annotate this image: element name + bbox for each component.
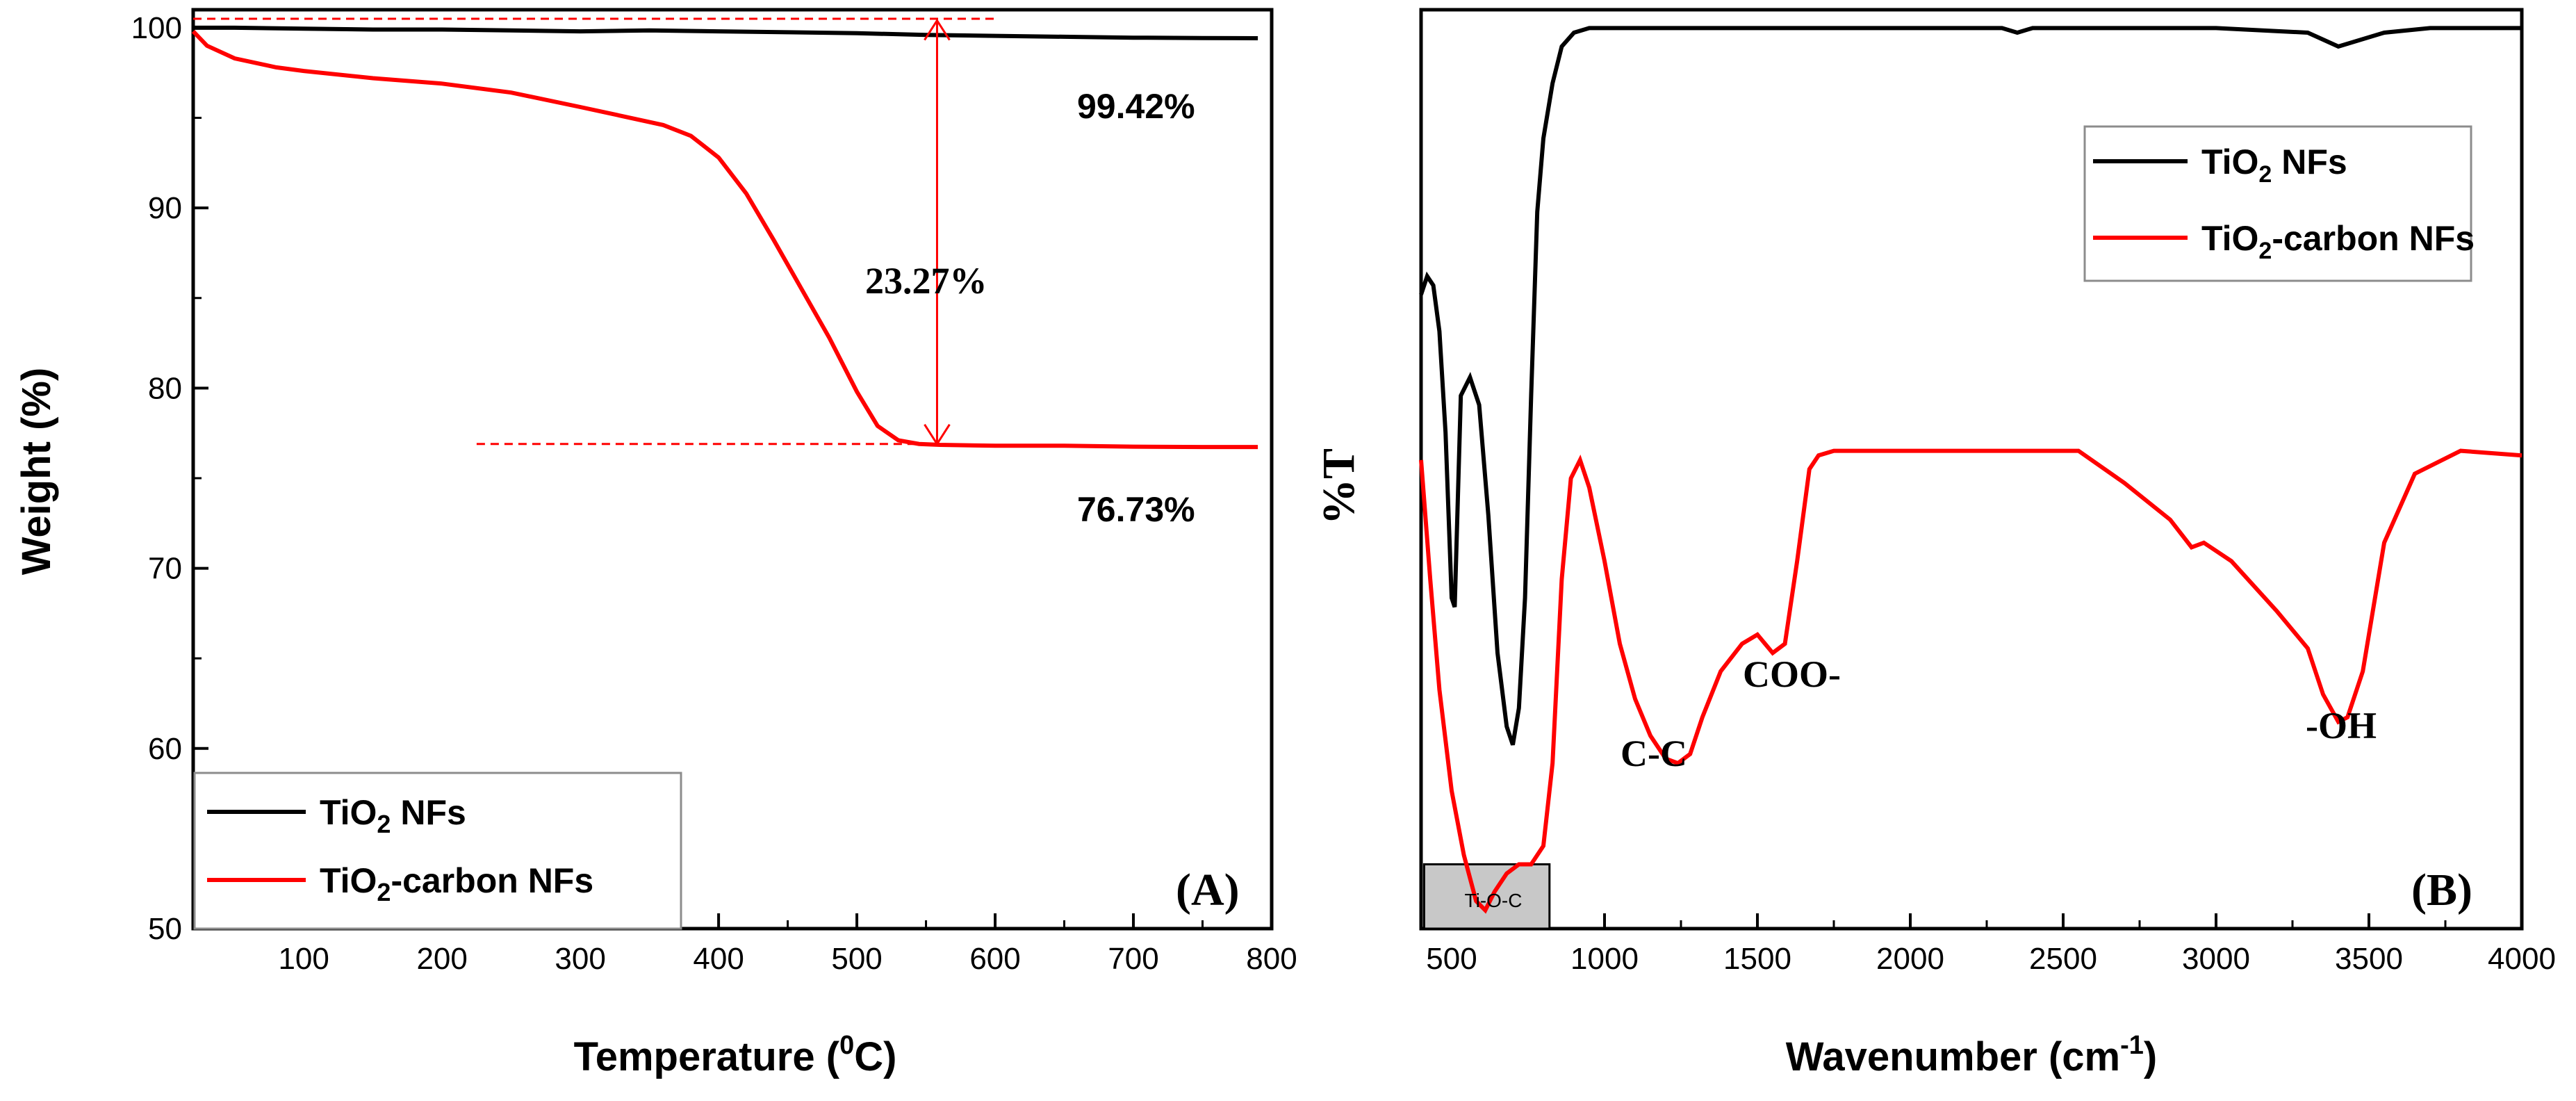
panel-b-legend-tio2: TiO2 NFs [2201,142,2347,188]
panel-a-xtick-label: 100 [278,942,329,976]
panel-a-xtick-label: 400 [693,942,744,976]
panel-a-series-tio2 [193,25,1258,40]
panel-a-ytick-label: 70 [148,552,182,586]
panel-b-xtick-label: 500 [1426,942,1477,976]
panel-a-xtick-label: 700 [1108,942,1158,976]
panel-a-ticks: 100 200 300 400 500 600 700 800 50 60 70 80 90 100 [131,11,1297,976]
panel-b-xtick-label: 3000 [2182,942,2250,976]
panel-b-legend-box [2083,125,2472,282]
panel-b-ti-o-c-box [1422,863,1551,930]
panel-a-ytick-label: 50 [148,912,182,946]
panel-a-annotation-top: 99.42% [1077,87,1195,126]
panel-a-xtick-label: 800 [1246,942,1297,976]
panel-a-ytick-label: 100 [131,11,182,45]
panel-a-annotation-bottom: 76.73% [1077,490,1195,529]
panel-b-xlabel: Wavenumber (cm-1) [1786,1031,2157,1079]
panel-a-legend-carbon: TiO2-carbon NFs [320,861,593,906]
panel-a-loss-arrow [924,18,951,446]
panel-a-ylabel: Weight (%) [14,368,59,576]
panel-b-series-tio2 [1419,26,2522,746]
panel-b-xtick-label: 4000 [2488,942,2556,976]
panel-a-series-carbon [191,30,1258,450]
panel-b-annotation-cc: C-C [1621,733,1687,774]
panel-a-xlabel: Temperature (0C) [574,1031,897,1079]
panel-a-ytick-label: 60 [148,732,182,766]
panel-b-ylabel: %T [1313,448,1364,525]
panel-b-xtick-label: 1000 [1570,942,1639,976]
panel-b-xtick-label: 2500 [2029,942,2097,976]
panel-a-annotation-loss: 23.27% [865,260,987,302]
panel-b-label: (B) [2411,865,2472,915]
panel-a-arrow-head-top [924,18,951,41]
panel-a-label: (A) [1176,865,1240,915]
panel-a-legend-box [193,772,682,930]
panel-a-xtick-label: 600 [969,942,1020,976]
panel-b-xtick-label: 1500 [1723,942,1791,976]
panel-a-ytick-label: 90 [148,191,182,225]
panel-a-xtick-label: 200 [416,942,467,976]
panel-a-xtick-label: 500 [831,942,882,976]
panel-a-xtick-label: 300 [555,942,605,976]
panel-b-annotation-coo: COO- [1743,653,1841,695]
panel-b-legend-carbon: TiO2-carbon NFs [2201,219,2475,264]
panel-b-annotation-tioc: Ti-O-C [1465,890,1523,911]
panel-a-frame [191,8,1274,931]
panel-b-ticks: 500 1000 1500 2000 2500 3000 3500 4000 [1426,913,2556,976]
panel-b-xtick-label: 3500 [2335,942,2403,976]
panel-a-legend-tio2: TiO2 NFs [320,793,466,838]
panel-b-xtick-label: 2000 [1876,942,1944,976]
panel-b-annotation-oh: -OH [2306,705,2377,747]
panel-a-reference-lines [193,17,996,446]
panel-a-arrow-head-bottom [924,423,951,446]
panel-a-ytick-label: 80 [148,371,182,405]
panel-b-series-carbon [1419,448,2522,914]
